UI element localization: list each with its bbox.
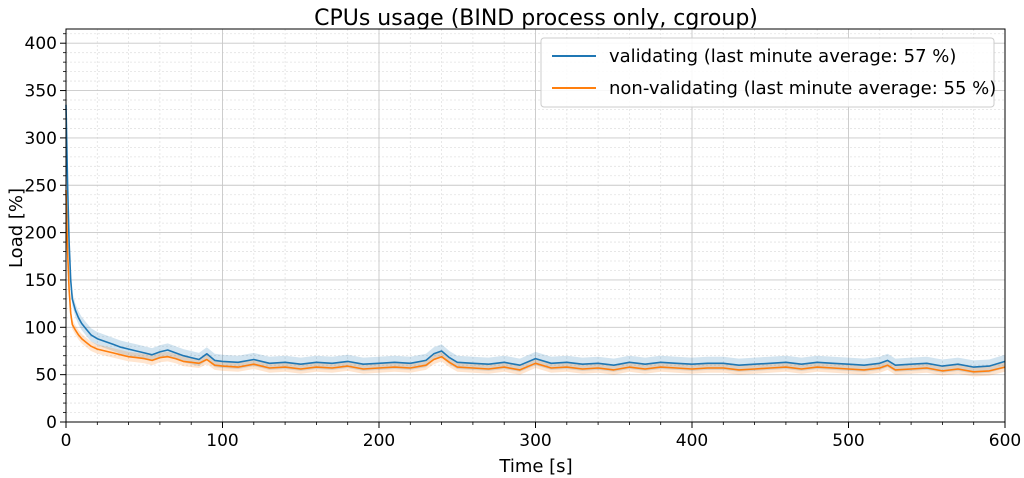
band-validating <box>66 98 1005 374</box>
x-axis-label: Time [s] <box>498 456 572 477</box>
axis-ticks <box>60 33 1006 428</box>
x-tick-label: 300 <box>519 431 551 451</box>
chart-title: CPUs usage (BIND process only, cgroup) <box>314 6 758 31</box>
y-tick-label: 200 <box>25 224 57 244</box>
y-tick-label: 300 <box>25 129 57 149</box>
x-tick-label: 200 <box>363 431 395 451</box>
y-axis-label: Load [%] <box>6 188 27 268</box>
legend-box <box>540 37 995 108</box>
y-tick-label: 400 <box>25 34 57 54</box>
series-lines <box>65 104 1006 373</box>
x-tick-label: 600 <box>989 431 1021 451</box>
line-validating <box>65 104 1006 368</box>
x-tick-label: 500 <box>832 431 864 451</box>
legend-label-non-validating: non-validating (last minute average: 55 … <box>609 78 996 99</box>
y-tick-label: 0 <box>46 413 57 433</box>
y-tick-label: 150 <box>25 271 57 291</box>
y-tick-label: 100 <box>25 318 57 338</box>
legend: validating (last minute average: 57 %) n… <box>540 37 996 108</box>
line-non-validating <box>65 189 1006 373</box>
y-tick-label: 50 <box>35 366 57 386</box>
y-tick-label: 350 <box>25 82 57 102</box>
x-tick-label: 100 <box>206 431 238 451</box>
x-tick-labels: 0 100 200 300 400 500 600 <box>61 431 1022 451</box>
x-tick-label: 0 <box>61 431 72 451</box>
x-tick-label: 400 <box>676 431 708 451</box>
y-tick-label: 250 <box>25 176 57 196</box>
legend-label-validating: validating (last minute average: 57 %) <box>609 46 956 67</box>
y-tick-labels: 0 50 100 150 200 250 300 350 400 <box>25 34 57 433</box>
